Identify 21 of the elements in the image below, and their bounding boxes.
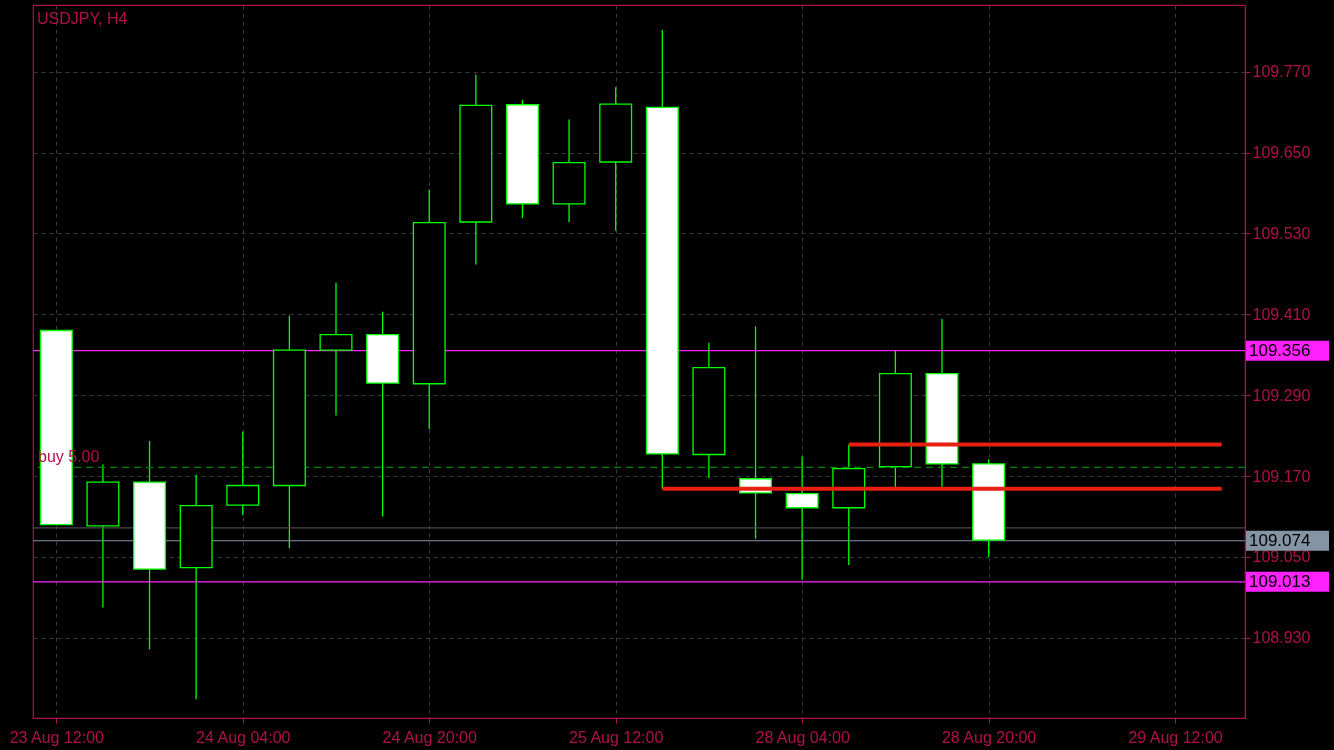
x-tick-label: 29 Aug 12:00	[1128, 728, 1223, 746]
x-tick-label: 28 Aug 20:00	[941, 728, 1037, 746]
ref-line-label: 109.013	[1249, 571, 1311, 591]
y-tick-label: 109.770	[1252, 63, 1311, 81]
y-tick-label: 109.170	[1252, 467, 1311, 485]
x-tick-label: 25 Aug 12:00	[569, 728, 664, 746]
y-tick-label: 109.410	[1252, 305, 1311, 323]
x-tick-label: 28 Aug 04:00	[755, 728, 850, 746]
x-tick-label: 23 Aug 12:00	[9, 728, 105, 746]
x-tick-label: 24 Aug 20:00	[382, 728, 477, 746]
ref-line-label: 109.074	[1249, 530, 1311, 550]
y-tick-label: 109.650	[1252, 144, 1311, 162]
y-tick-label: 109.530	[1252, 224, 1311, 242]
y-tick-label: 109.050	[1252, 548, 1311, 566]
candlestick	[319, 282, 353, 417]
y-tick-label: 109.290	[1252, 386, 1311, 404]
x-tick-label: 24 Aug 04:00	[196, 728, 291, 746]
chart-title: USDJPY, H4	[37, 10, 128, 27]
y-tick-label: 108.930	[1252, 629, 1311, 647]
ref-line-label: 109.356	[1249, 340, 1311, 360]
candlestick	[785, 455, 819, 581]
